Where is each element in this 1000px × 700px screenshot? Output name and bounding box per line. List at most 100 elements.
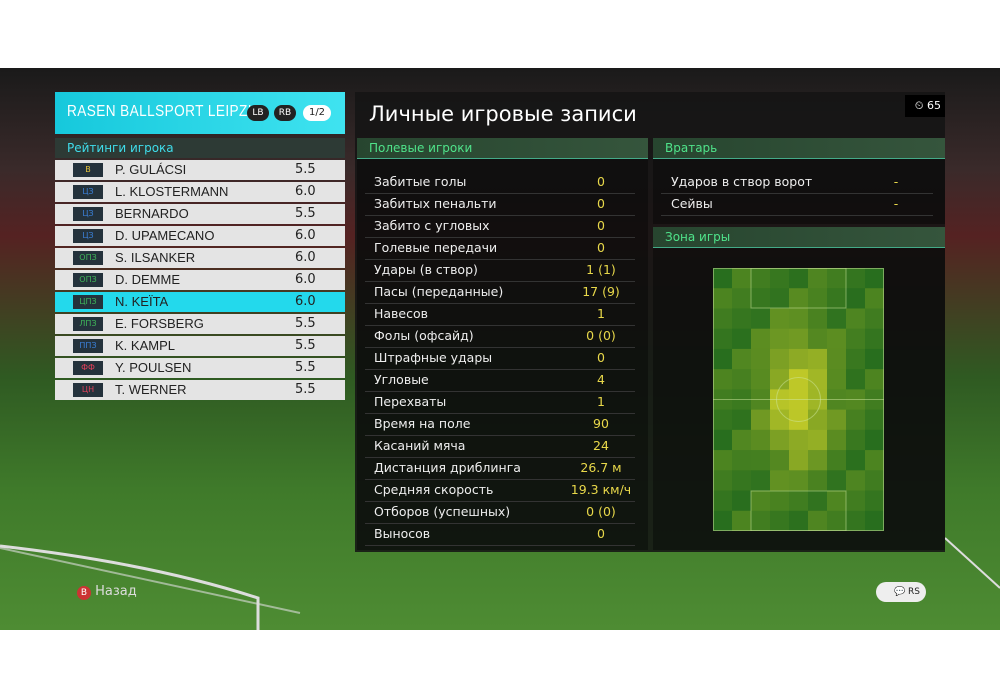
heat-decor (770, 369, 790, 390)
heat-decor (865, 510, 884, 531)
heat-decor (846, 490, 866, 512)
stat-label: Забито с угловых (374, 218, 490, 233)
heat-decor (808, 409, 828, 431)
position-badge: ЦЗ (73, 229, 103, 243)
heat-decor (789, 429, 809, 451)
player-name: T. WERNER (115, 382, 187, 397)
back-label[interactable]: Назад (95, 584, 137, 599)
stat-value: 1 (597, 306, 605, 321)
player-rating: 6.0 (295, 294, 316, 309)
heat-decor (846, 328, 866, 350)
heat-decor (808, 369, 828, 390)
heat-decor (865, 409, 884, 431)
heat-decor (732, 268, 752, 289)
stat-value: 1 (1) (586, 262, 616, 277)
heat-decor (732, 490, 752, 512)
heat-decor (713, 409, 733, 431)
stat-row: Навесов 1 (365, 303, 635, 326)
player-name: K. KAMPL (115, 338, 175, 353)
stat-value: 19.3 км/ч (570, 482, 632, 497)
player-row[interactable]: В P. GULÁCSI 5.5 (55, 160, 345, 180)
player-name: BERNARDO (115, 206, 189, 221)
heat-decor (751, 348, 771, 370)
player-row[interactable]: ЦН T. WERNER 5.5 (55, 380, 345, 400)
player-row[interactable]: ЦЗ BERNARDO 5.5 (55, 204, 345, 224)
screen-title: Личные игровые записи (369, 102, 637, 126)
heat-decor (827, 308, 847, 330)
heatmap (713, 268, 884, 531)
stat-label: Средняя скорость (374, 482, 494, 497)
stat-label: Забитые голы (374, 174, 467, 189)
stat-label: Отборов (успешных) (374, 504, 511, 519)
player-row[interactable]: ЦПЗ N. KEÏTA 6.0 (55, 292, 345, 312)
rs-button[interactable]: 💬 RS (876, 582, 926, 602)
heat-decor (751, 308, 771, 330)
player-row[interactable]: ЦЗ D. UPAMECANO 6.0 (55, 226, 345, 246)
heat-decor (732, 429, 752, 451)
stat-value: 0 (0) (586, 328, 616, 343)
heat-decor (846, 308, 866, 330)
heat-decor (713, 429, 733, 451)
heat-decor (750, 490, 847, 531)
heat-decor (865, 328, 884, 350)
stat-value: 0 (597, 350, 605, 365)
player-row[interactable]: ФФ Y. POULSEN 5.5 (55, 358, 345, 378)
position-badge: ЦН (73, 383, 103, 397)
stat-row: Время на поле 90 (365, 413, 635, 436)
heat-decor (770, 470, 790, 492)
stat-value: 1 (597, 394, 605, 409)
player-row[interactable]: ЛПЗ E. FORSBERG 5.5 (55, 314, 345, 334)
heat-decor (789, 450, 809, 471)
zone-title: Зона игры (653, 227, 945, 248)
heat-decor (750, 268, 847, 309)
heat-decor (846, 470, 866, 492)
heat-decor (808, 510, 828, 531)
stat-row: Штрафные удары 0 (365, 347, 635, 370)
stat-value: 17 (9) (582, 284, 620, 299)
stat-row: Выносов 0 (365, 523, 635, 546)
player-row[interactable]: ЦЗ L. KLOSTERMANN 6.0 (55, 182, 345, 202)
player-row[interactable]: ОПЗ S. ILSANKER 6.0 (55, 248, 345, 268)
gk-label: Сейвы (671, 196, 713, 211)
heat-decor (751, 268, 771, 289)
stat-value: 26.7 м (580, 460, 622, 475)
rs-label[interactable]: RS (908, 587, 920, 597)
position-badge: ЛПЗ (73, 317, 103, 331)
stat-row: Пасы (переданные) 17 (9) (365, 281, 635, 304)
heat-decor (713, 450, 733, 471)
heat-decor (827, 510, 847, 531)
back-button-icon[interactable]: B (77, 586, 91, 600)
heat-decor (846, 288, 866, 309)
heat-decor (865, 450, 884, 471)
stat-value: 0 (0) (586, 504, 616, 519)
stat-label: Удары (в створ) (374, 262, 478, 277)
player-row[interactable]: ОПЗ D. DEMME 6.0 (55, 270, 345, 290)
player-name: Y. POULSEN (115, 360, 192, 375)
position-badge: ЦЗ (73, 185, 103, 199)
rb-button[interactable]: RB (274, 105, 296, 121)
heat-decor (865, 490, 884, 512)
position-badge: ЦПЗ (73, 295, 103, 309)
heat-decor (732, 470, 752, 492)
heat-decor (789, 348, 809, 370)
player-row[interactable]: ППЗ K. KAMPL 5.5 (55, 336, 345, 356)
heat-decor (865, 268, 884, 289)
heat-decor (808, 490, 828, 512)
heat-decor (789, 470, 809, 492)
heat-decor (713, 470, 733, 492)
heat-decor (770, 328, 790, 350)
heat-decor (789, 308, 809, 330)
heat-decor (770, 268, 790, 289)
heat-decor (808, 450, 828, 471)
heat-decor (827, 490, 847, 512)
heat-decor (789, 510, 809, 531)
player-rating: 5.5 (295, 338, 316, 353)
field-panel (357, 138, 648, 550)
heat-decor (732, 510, 752, 531)
stat-row: Забито с угловых 0 (365, 215, 635, 238)
heat-decor (713, 288, 733, 309)
stat-label: Выносов (374, 526, 431, 541)
stat-row: Отборов (успешных) 0 (0) (365, 501, 635, 524)
lb-button[interactable]: LB (247, 105, 269, 121)
position-badge: ОПЗ (73, 251, 103, 265)
